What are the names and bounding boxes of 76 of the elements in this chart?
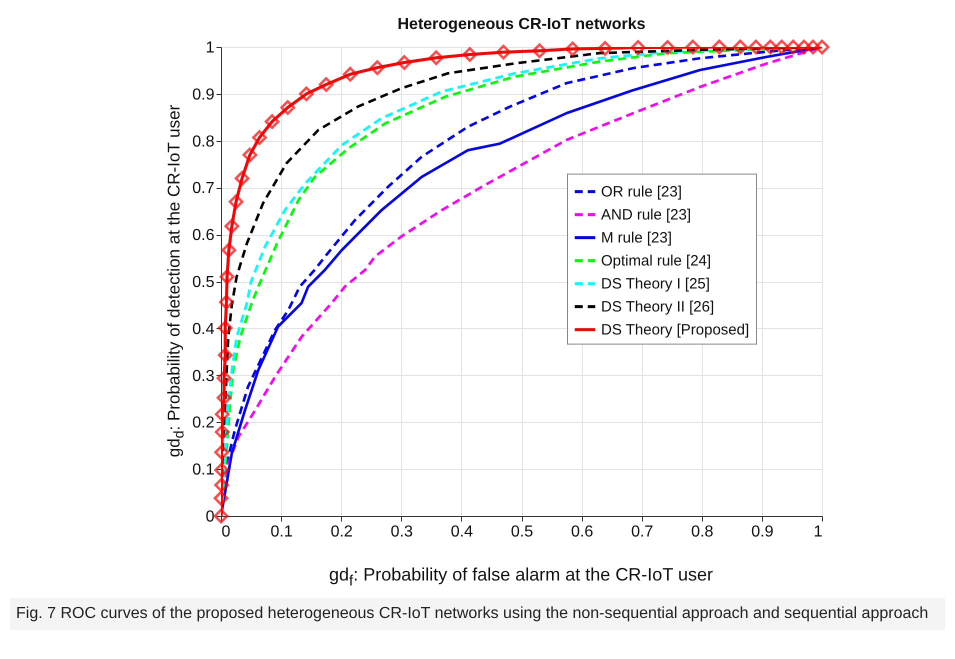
y-tick-label: 0.9 xyxy=(192,86,215,104)
point xyxy=(814,40,830,54)
y-tick-label: 1 xyxy=(206,40,215,56)
x-tick-label: 0.7 xyxy=(631,524,654,540)
point xyxy=(216,370,232,386)
point xyxy=(224,218,240,234)
y-tick-label: 0.8 xyxy=(192,133,215,150)
point xyxy=(242,147,258,162)
point xyxy=(280,100,296,115)
point xyxy=(712,40,727,54)
point xyxy=(774,40,790,54)
point xyxy=(660,40,675,55)
point xyxy=(218,348,233,363)
y-tick-label: 0 xyxy=(206,508,215,526)
legend-label: DS Theory II [26] xyxy=(601,298,714,316)
point xyxy=(396,55,412,70)
point xyxy=(762,40,778,54)
point xyxy=(565,42,580,56)
x-tick-label: 0.8 xyxy=(691,524,714,540)
x-tick-label: 0.4 xyxy=(450,524,474,540)
y-tick-label: 0.6 xyxy=(192,227,215,244)
x-tick-label: 0 xyxy=(222,524,230,540)
legend-label: M rule [23] xyxy=(601,230,672,247)
y-tick-label: 0.3 xyxy=(192,368,215,385)
x-tick-label: 0.2 xyxy=(330,524,353,540)
point xyxy=(264,114,280,129)
y-tick-label: 0.2 xyxy=(192,414,215,432)
point xyxy=(496,44,511,60)
y-tick-label: 0.7 xyxy=(192,180,215,198)
point xyxy=(216,390,232,406)
x-tick-label: 0.5 xyxy=(510,524,534,540)
point xyxy=(214,508,228,524)
legend-label: DS Theory I [25] xyxy=(601,276,710,293)
point xyxy=(234,170,250,186)
point xyxy=(214,424,230,440)
point xyxy=(685,40,700,54)
point xyxy=(786,40,801,54)
point xyxy=(214,462,229,478)
point xyxy=(214,490,228,506)
point xyxy=(318,77,334,92)
point xyxy=(532,43,547,58)
x-tick-label: 0.1 xyxy=(270,524,293,540)
legend-label: Optimal rule [24] xyxy=(601,252,712,270)
x-tick-label: 1 xyxy=(814,524,823,540)
point xyxy=(370,60,385,76)
chart-title: Heterogeneous CR-IoT networks xyxy=(397,16,646,33)
y-tick-label: 0.5 xyxy=(192,274,215,291)
x-tick-label: 0.9 xyxy=(751,524,774,540)
point xyxy=(630,40,646,55)
point xyxy=(806,40,820,54)
point xyxy=(214,406,230,422)
point xyxy=(342,66,358,82)
point xyxy=(214,478,229,492)
point xyxy=(598,41,612,56)
caption: Fig. 7 ROC curves of the proposed heterogeneous CR-IoT networks using the non-sequential approach and sequential approach xyxy=(10,598,945,630)
point xyxy=(428,50,444,66)
point xyxy=(214,444,229,460)
point xyxy=(462,47,478,62)
legend-label: DS Theory [Proposed] xyxy=(601,322,750,339)
y-tick-label: 0.4 xyxy=(192,320,215,338)
point xyxy=(221,242,236,258)
point xyxy=(228,194,244,210)
x-axis-title: gd$_{f}$: Probability of false alarm at the CR-IoT user xyxy=(328,564,714,590)
point xyxy=(748,40,764,54)
point xyxy=(218,320,233,336)
point xyxy=(732,40,748,54)
legend-label: OR rule [23] xyxy=(601,184,682,201)
legend-label: AND rule [23] xyxy=(601,206,692,224)
point xyxy=(252,130,267,145)
x-tick-label: 0.6 xyxy=(570,524,594,540)
x-tick-label: 0.3 xyxy=(390,524,414,540)
point xyxy=(220,269,234,284)
point xyxy=(796,40,812,54)
point xyxy=(219,294,234,310)
y-tick-label: 0.1 xyxy=(192,462,215,479)
point xyxy=(298,86,314,102)
